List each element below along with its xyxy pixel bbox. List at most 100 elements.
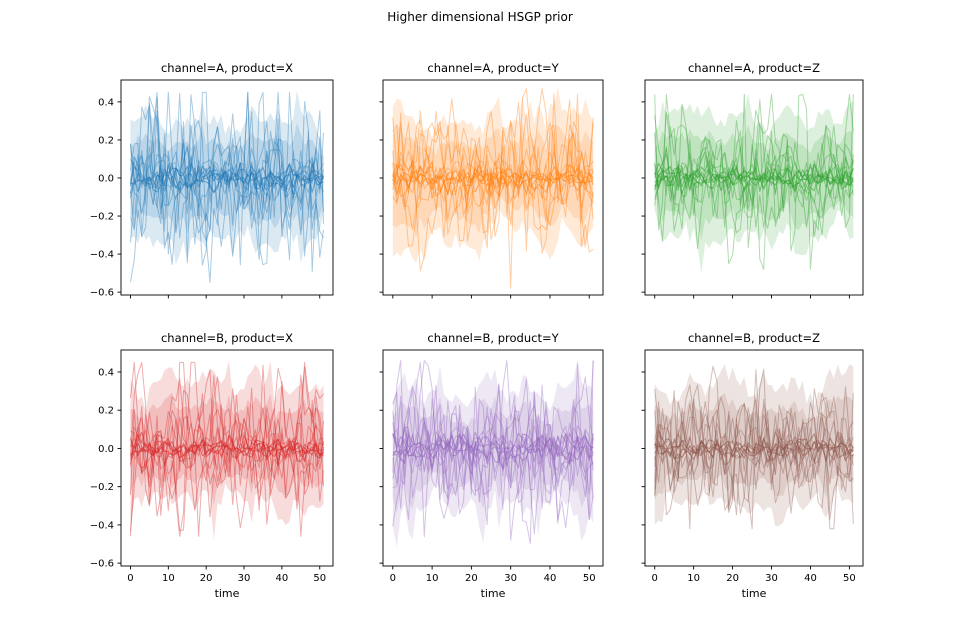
sample-line <box>130 361 324 537</box>
figure-title: Higher dimensional HSGP prior <box>387 10 573 24</box>
sample-line <box>392 88 594 289</box>
sample-line <box>392 360 594 541</box>
sample-line <box>392 148 594 214</box>
x-tick-label: 20 <box>465 573 478 584</box>
subplot-A-Y: channel=A, product=Y <box>379 61 604 299</box>
sample-line <box>392 110 594 249</box>
x-tick-label: 40 <box>544 573 557 584</box>
subplot-title: channel=B, product=Z <box>688 331 820 345</box>
y-tick-label: 0.0 <box>98 173 114 184</box>
core-sample-line <box>392 160 594 193</box>
subplot-title: channel=B, product=Y <box>427 331 559 345</box>
y-tick-label: −0.2 <box>90 212 114 223</box>
y-tick-label: 0.4 <box>98 97 114 108</box>
plot-area <box>392 359 594 548</box>
hdi-band-inner <box>392 124 594 239</box>
y-tick-label: 0.2 <box>98 406 114 417</box>
y-tick-label: −0.2 <box>90 482 114 493</box>
x-tick-label: 20 <box>726 573 739 584</box>
y-tick-label: −0.6 <box>90 288 114 299</box>
subplot-title: channel=B, product=X <box>161 331 293 345</box>
core-sample-line <box>392 152 594 197</box>
sample-line <box>130 144 324 214</box>
axes-spines <box>382 79 604 296</box>
subplot-title: channel=A, product=Z <box>688 61 820 75</box>
x-axis-label: time <box>742 587 767 600</box>
sample-line <box>392 151 594 208</box>
core-sample-line <box>129 162 324 192</box>
subplot-B-X: channel=B, product=X 0 10 20 30 40 50 0.4 0.2 0.0… <box>90 331 334 600</box>
y-tick-label: 0.4 <box>98 367 114 378</box>
axes-spines <box>382 349 604 567</box>
subplot-B-Y: channel=B, product=Y 0 10 20 30 40 50 time <box>379 331 604 600</box>
sample-line <box>392 121 594 241</box>
sample-line <box>654 390 854 514</box>
subplot-A-X: channel=A, product=X 0.4 0.2 0.0 −0.2 −0.4 −0.… <box>90 61 334 299</box>
hdi-band-outer <box>130 360 324 541</box>
axes-spines <box>120 349 334 567</box>
x-tick-label: 40 <box>276 573 289 584</box>
plot-area <box>392 86 594 289</box>
x-tick-label: 20 <box>200 573 213 584</box>
plot-area <box>129 360 325 541</box>
x-tick-label: 50 <box>583 573 596 584</box>
core-sample-line <box>654 428 854 475</box>
x-tick-label: 10 <box>162 573 175 584</box>
core-sample-line <box>654 162 854 193</box>
core-sample-line <box>654 430 854 466</box>
sample-line <box>654 403 854 503</box>
hdi-band-inner <box>654 393 854 500</box>
sample-line <box>654 93 854 238</box>
y-tick-label: −0.4 <box>90 520 114 531</box>
x-axis-label: time <box>481 587 506 600</box>
sample-line <box>392 360 594 545</box>
hdi-band-inner <box>654 125 854 241</box>
core-sample-line <box>392 433 594 464</box>
sample-line <box>392 93 594 272</box>
x-tick-label: 30 <box>765 573 778 584</box>
y-tick-label: 0.0 <box>98 444 114 455</box>
sample-line <box>392 378 594 496</box>
sample-line <box>130 91 324 266</box>
core-sample-line <box>130 439 324 456</box>
x-tick-label: 10 <box>687 573 700 584</box>
core-sample-line <box>129 162 324 206</box>
plot-area <box>129 90 325 284</box>
y-tick-label: −0.6 <box>90 559 114 570</box>
sample-line <box>654 418 854 474</box>
sample-line <box>130 394 324 531</box>
core-sample-line <box>654 163 854 195</box>
axes-spines <box>644 349 864 567</box>
hdi-band-inner <box>130 392 324 506</box>
sample-line <box>130 409 324 510</box>
axes-spines <box>120 79 334 296</box>
subplot-A-Z: channel=A, product=Z <box>641 61 864 299</box>
y-tick-label: −0.4 <box>90 250 114 261</box>
y-tick-label: 0.2 <box>98 135 114 146</box>
hdi-band-outer <box>392 359 594 548</box>
sample-line <box>392 415 594 524</box>
core-sample-line <box>392 431 594 472</box>
sample-line <box>654 365 854 530</box>
subplot-title: channel=A, product=Y <box>427 61 559 75</box>
x-tick-label: 40 <box>804 573 817 584</box>
sample-line <box>392 360 594 527</box>
sample-line <box>130 121 324 211</box>
sample-line <box>654 111 854 228</box>
hdi-band-inner <box>392 391 594 514</box>
x-tick-label: 0 <box>390 573 396 584</box>
core-sample-line <box>392 430 594 470</box>
sample-line <box>654 125 854 234</box>
x-axis-label: time <box>215 587 240 600</box>
x-tick-label: 10 <box>426 573 439 584</box>
plot-area <box>654 93 854 274</box>
x-tick-label: 0 <box>652 573 658 584</box>
core-sample-line <box>129 167 324 198</box>
x-tick-label: 50 <box>313 573 326 584</box>
sample-line <box>654 93 854 270</box>
sample-line <box>392 388 594 538</box>
sample-line <box>130 91 324 265</box>
subplot-title: channel=A, product=X <box>161 61 293 75</box>
